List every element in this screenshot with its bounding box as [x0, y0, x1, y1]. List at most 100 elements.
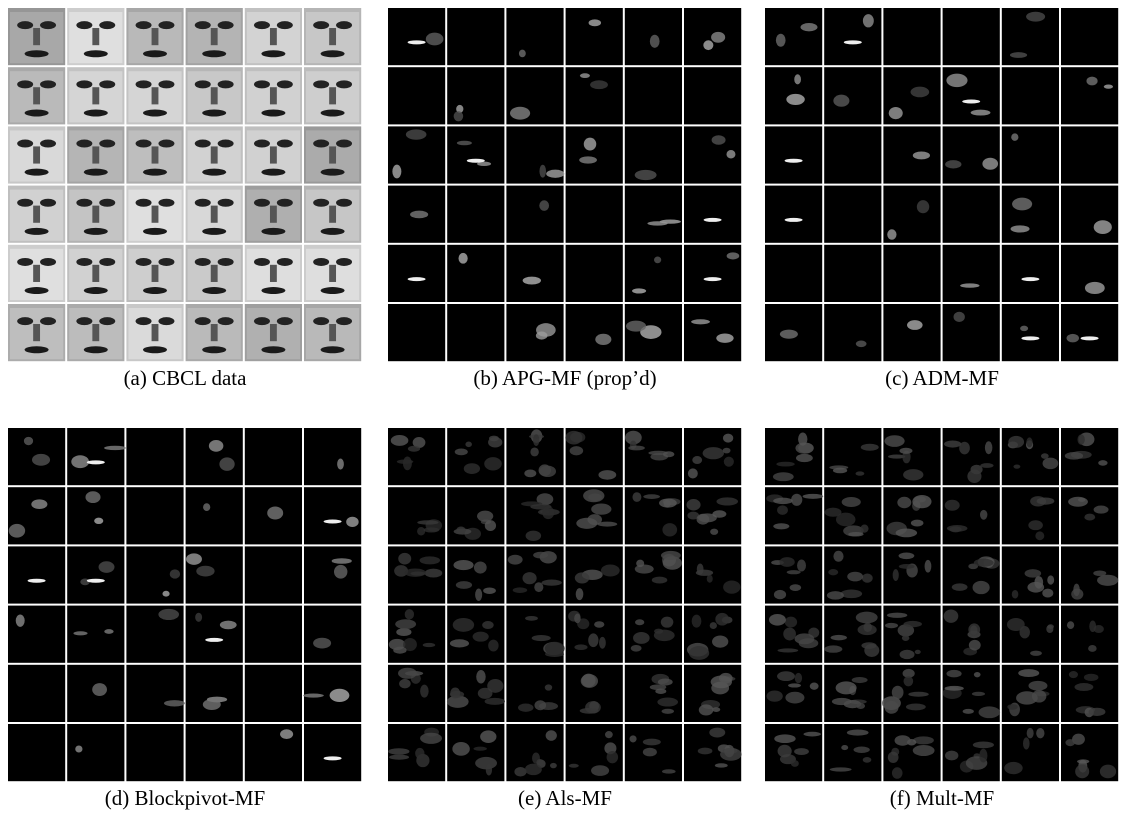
- basis-image: [304, 724, 362, 782]
- basis-blob: [1084, 513, 1096, 521]
- face-eye: [17, 317, 34, 326]
- basis-blob: [702, 447, 725, 460]
- face-eye: [40, 317, 57, 326]
- basis-blob: [1088, 644, 1097, 652]
- basis-blob: [653, 629, 675, 642]
- basis-blob: [539, 465, 557, 478]
- basis-blob: [407, 445, 421, 452]
- basis-blob: [399, 678, 411, 689]
- basis-blob: [588, 19, 602, 27]
- basis-blob: [533, 551, 549, 559]
- basis-blob: [726, 150, 736, 159]
- basis-blob: [533, 434, 540, 447]
- basis-blob: [898, 564, 915, 569]
- basis-blob: [910, 86, 930, 98]
- basis-blob: [1093, 220, 1112, 234]
- face-eye: [194, 317, 211, 326]
- basis-blob: [847, 571, 864, 582]
- basis-blob: [598, 470, 617, 480]
- face-mouth: [24, 227, 49, 235]
- basis-blob: [583, 489, 605, 503]
- basis-blob: [686, 499, 701, 511]
- basis-blob: [697, 747, 713, 755]
- basis-blob: [833, 550, 844, 562]
- basis-blob: [971, 691, 986, 696]
- basis-blob: [536, 758, 544, 767]
- basis-blob: [545, 730, 557, 741]
- basis-blob: [1089, 620, 1097, 633]
- basis-blob: [588, 633, 599, 648]
- basis-blob: [1010, 225, 1030, 233]
- basis-image: [126, 664, 184, 722]
- basis-image: [1061, 126, 1119, 184]
- basis-blob: [766, 690, 783, 702]
- caption: (d) Blockpivot-MF: [105, 786, 265, 810]
- basis-blob: [661, 708, 675, 714]
- basis-blob: [795, 453, 813, 463]
- face-nose: [151, 205, 159, 223]
- face-eye: [135, 21, 152, 30]
- basis-blob: [1042, 457, 1059, 470]
- basis-image: [126, 487, 184, 545]
- basis-image: [824, 304, 882, 362]
- face-eye: [99, 198, 116, 207]
- basis-blob: [711, 31, 726, 43]
- basis-blob: [331, 558, 352, 564]
- basis-image: [388, 304, 446, 362]
- basis-blob: [412, 437, 426, 449]
- face-mouth: [24, 346, 49, 354]
- face-eye: [253, 257, 270, 266]
- basis-blob: [1040, 453, 1049, 459]
- basis-blob: [454, 448, 468, 456]
- face-eye: [276, 21, 293, 30]
- basis-blob: [196, 565, 215, 577]
- basis-blob: [169, 569, 181, 579]
- basis-blob: [946, 73, 968, 88]
- face-eye: [76, 257, 93, 266]
- face-eye: [253, 317, 270, 326]
- face-eye: [313, 139, 330, 148]
- basis-blob: [488, 437, 503, 448]
- basis-blob: [449, 639, 470, 648]
- basis-blob: [777, 744, 792, 758]
- basis-blob: [776, 461, 795, 467]
- basis-blob: [419, 556, 441, 565]
- basis-blob: [195, 612, 203, 622]
- basis-blob: [972, 741, 994, 749]
- basis-blob: [709, 727, 726, 738]
- basis-blob: [542, 506, 555, 520]
- basis-blob: [944, 685, 964, 691]
- basis-highlight: [86, 460, 105, 465]
- face-nose: [92, 324, 100, 342]
- basis-image: [942, 126, 1000, 184]
- basis-blob: [647, 221, 668, 226]
- basis-blob: [635, 619, 645, 626]
- basis-image: [1001, 304, 1059, 362]
- basis-blob: [32, 453, 51, 466]
- basis-image: [447, 244, 505, 302]
- basis-image: [506, 8, 564, 66]
- basis-blob: [832, 467, 848, 474]
- basis-blob: [525, 530, 542, 541]
- face-eye: [313, 80, 330, 89]
- face-eye: [217, 257, 234, 266]
- basis-blob: [722, 447, 731, 454]
- basis-blob: [1072, 733, 1085, 745]
- basis-blob: [791, 493, 803, 506]
- face-mouth: [261, 227, 286, 235]
- basis-blob: [449, 690, 465, 698]
- basis-image: [942, 304, 1000, 362]
- basis-blob: [772, 472, 794, 482]
- basis-image: [304, 428, 362, 486]
- face-eye: [40, 80, 57, 89]
- basis-blob: [1093, 625, 1104, 634]
- face-eye: [253, 80, 270, 89]
- basis-blob: [1027, 581, 1045, 593]
- basis-blob: [960, 283, 980, 288]
- basis-image: [388, 67, 446, 125]
- basis-image: [185, 428, 243, 486]
- face-mouth: [83, 168, 108, 176]
- face-nose: [210, 87, 218, 105]
- basis-blob: [394, 565, 409, 577]
- face-eye: [17, 198, 34, 207]
